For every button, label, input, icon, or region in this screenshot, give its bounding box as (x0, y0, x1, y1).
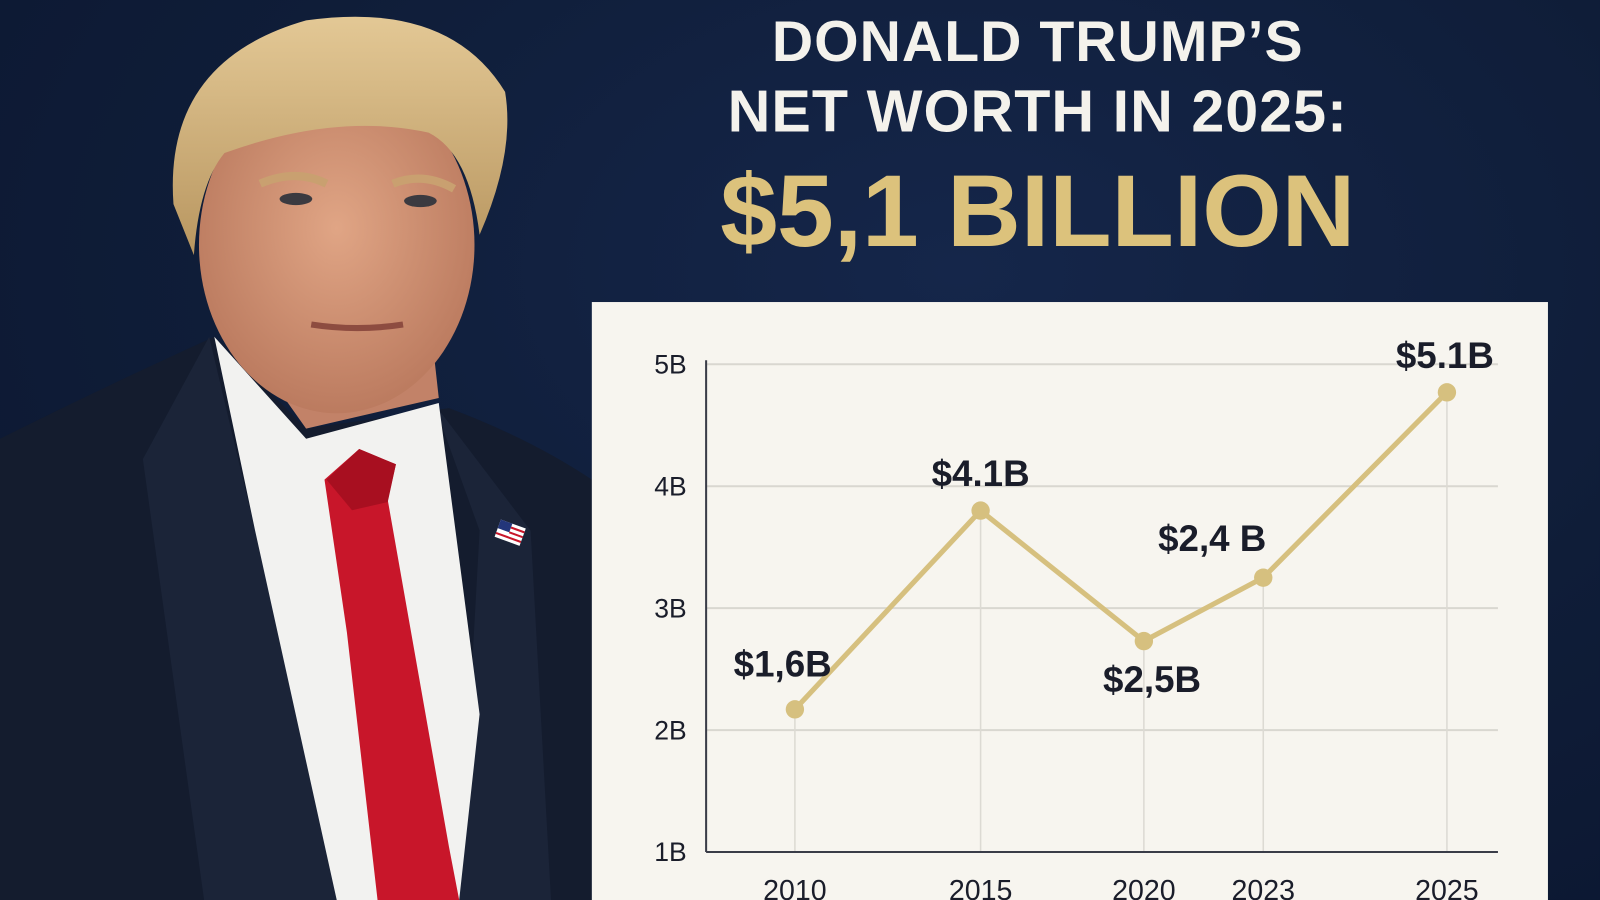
chart-panel: 1B 2B 3B 4B 5B 2010 2015 2020 2023 2025 $1,6B $4.1B… (591, 302, 1548, 900)
data-label: $2,4 B (1158, 518, 1266, 559)
y-tick-label: 3B (654, 593, 686, 623)
data-label: $5.1B (1396, 335, 1494, 376)
title-line-2: NET WORTH IN 2025: (727, 78, 1348, 145)
data-label: $2,5B (1103, 659, 1201, 700)
net-worth-line-chart: 1B 2B 3B 4B 5B 2010 2015 2020 2023 2025 $1,6B $4.1B… (654, 335, 1498, 900)
y-tick-label: 2B (654, 715, 686, 745)
data-point (1134, 631, 1154, 651)
y-tick-label: 1B (654, 837, 686, 867)
data-point (785, 700, 805, 719)
data-point (1254, 568, 1273, 587)
x-tick-label: 2025 (1415, 875, 1479, 900)
data-point (1437, 383, 1457, 402)
headline-net-worth: $5,1 BILLION (720, 154, 1356, 269)
portrait-image (0, 16, 592, 900)
data-label: $1,6B (734, 644, 832, 685)
x-tick-label: 2015 (949, 875, 1013, 900)
y-tick-label: 5B (654, 349, 686, 379)
x-tick-label: 2023 (1231, 875, 1295, 900)
y-tick-label: 4B (654, 471, 686, 501)
x-tick-label: 2010 (763, 875, 827, 900)
title-line-1: DONALD TRUMP’S (771, 9, 1304, 74)
data-point (971, 501, 990, 520)
data-label: $4.1B (932, 453, 1030, 494)
x-tick-label: 2020 (1112, 875, 1176, 900)
